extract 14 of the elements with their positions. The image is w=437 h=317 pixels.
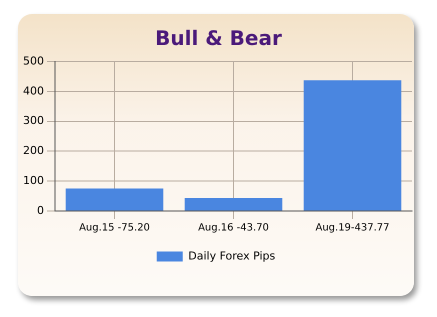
bar <box>304 80 402 210</box>
x-tick-label: Aug.15 -75.20 <box>79 222 150 234</box>
x-tick-label: Aug.16 -43.70 <box>198 222 269 234</box>
bar <box>184 198 282 210</box>
y-tick-label: 0 <box>36 204 44 217</box>
y-tick-label: 400 <box>22 84 44 98</box>
bar <box>66 188 164 210</box>
y-tick-label: 200 <box>22 144 44 158</box>
y-tick-label: 500 <box>22 54 44 68</box>
x-tick-label: Aug.19-437.77 <box>315 222 390 234</box>
chart-title: Bull & Bear <box>154 26 283 50</box>
y-tick-label: 100 <box>22 174 44 187</box>
legend-label: Daily Forex Pips <box>188 249 276 262</box>
y-tick-label: 300 <box>22 114 44 128</box>
